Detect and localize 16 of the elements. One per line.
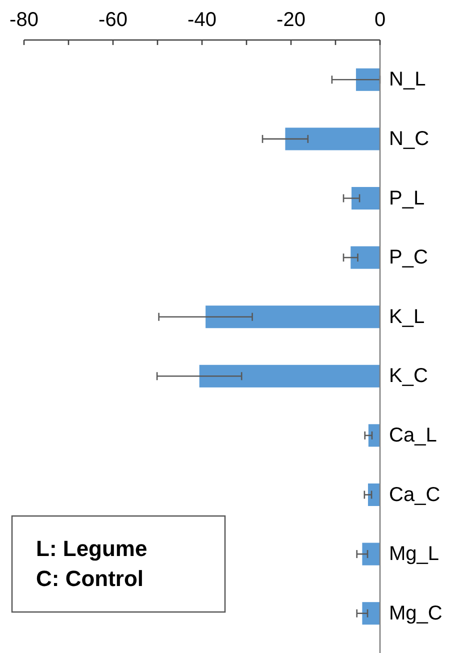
y-tick-label: N_C <box>389 128 430 150</box>
x-tick-label: 0 <box>374 9 386 31</box>
y-tick-label: N_L <box>389 68 426 91</box>
x-tick-label: -60 <box>98 9 128 31</box>
y-tick-label: P_L <box>389 187 425 210</box>
y-tick-label: P_C <box>389 246 428 269</box>
x-tick-label: -20 <box>276 9 306 31</box>
y-tick-label: Mg_L <box>389 543 440 566</box>
x-tick-label: -80 <box>10 9 38 31</box>
y-tick-label: K_C <box>389 365 428 388</box>
y-tick-label: Mg_C <box>389 602 442 624</box>
annotation: L: Legume C: Control <box>36 536 148 591</box>
y-tick-label: Ca_C <box>389 484 440 506</box>
y-tick-label: K_L <box>389 306 425 328</box>
x-tick-label: -40 <box>188 9 216 31</box>
y-tick-label: Ca_L <box>389 424 437 446</box>
